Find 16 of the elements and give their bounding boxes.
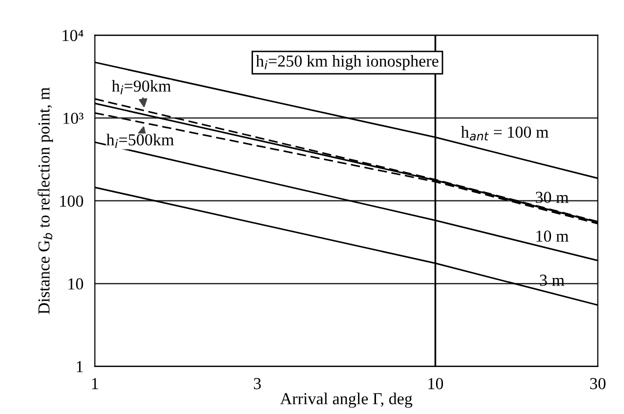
series-label: h$_{ant}$ = 100 m xyxy=(461,126,549,140)
y-axis-title: Distance G$_{b}$ to reflection point, m xyxy=(38,87,53,314)
x-tick-label: 1 xyxy=(92,378,98,390)
y-tick-label: 1 xyxy=(76,361,83,372)
y-tick-label: 10⁴ xyxy=(62,30,84,42)
y-tick-label: 100 xyxy=(60,195,84,207)
x-tick-label: 3 xyxy=(254,378,261,390)
x-tick-label: 30 xyxy=(590,378,606,390)
x-tick-label: 10 xyxy=(428,378,444,390)
series-label: 10 m xyxy=(536,230,569,242)
series-label: h$_{i}$=500km xyxy=(106,134,174,148)
x-axis-title: Arrival angle Γ, deg xyxy=(280,392,412,408)
y-tick-label: 10 xyxy=(68,278,84,290)
series-label: h$_{i}$=90km xyxy=(112,80,171,94)
annotation: h$_{i}$=250 km high ionosphere xyxy=(256,54,438,70)
y-tick-label: 10³ xyxy=(64,112,84,124)
